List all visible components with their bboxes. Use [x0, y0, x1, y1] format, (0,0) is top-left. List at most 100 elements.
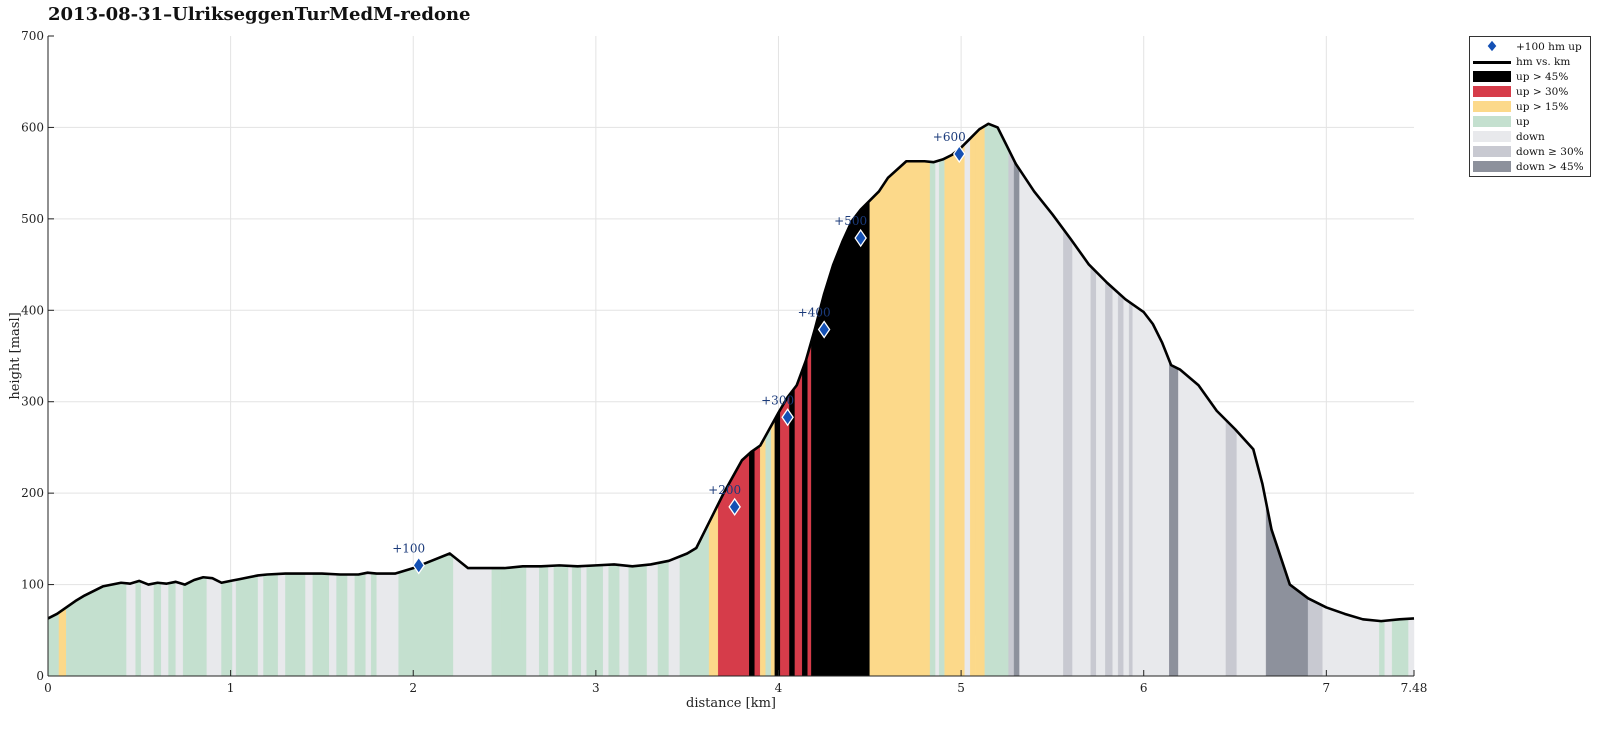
gradient-segment	[285, 573, 306, 677]
gradient-segment	[935, 160, 940, 677]
y-tick-label: 500	[21, 212, 44, 226]
legend-item-up: up	[1473, 114, 1587, 129]
gradient-segment	[548, 565, 555, 677]
x-tick-label: 4	[775, 681, 783, 695]
color-swatch	[1473, 71, 1511, 82]
gradient-segment	[175, 581, 184, 677]
gradient-segment	[774, 408, 781, 677]
legend-label: down > 45%	[1516, 160, 1584, 173]
gradient-segment	[929, 161, 936, 677]
gradient-segment	[1123, 297, 1130, 677]
y-tick-label: 0	[36, 669, 44, 683]
gradient-segment	[1384, 619, 1393, 677]
color-swatch	[1473, 161, 1511, 172]
y-tick-label: 600	[21, 120, 44, 134]
gradient-segment	[1117, 292, 1124, 677]
hm-marker-label: +500	[834, 214, 867, 228]
x-tick-label: 0	[44, 681, 52, 695]
legend-item-up-gt-30: up > 30%	[1473, 84, 1587, 99]
gradient-segment	[135, 580, 142, 677]
hm-marker-label: +300	[761, 393, 794, 407]
gradient-segment	[1169, 360, 1179, 677]
gradient-segment	[347, 574, 356, 677]
gradient-segment	[1096, 271, 1106, 677]
gradient-segment	[789, 387, 796, 677]
gradient-segment	[1132, 304, 1170, 677]
gradient-segment	[500, 566, 527, 677]
legend-label: up > 15%	[1516, 100, 1569, 113]
color-swatch	[1473, 131, 1511, 142]
gradient-segment	[765, 425, 772, 677]
legend-label: up > 45%	[1516, 70, 1569, 83]
gradient-segment	[628, 564, 648, 677]
gradient-segment	[708, 504, 719, 677]
x-tick-label: 1	[227, 681, 235, 695]
hm-marker	[781, 408, 794, 427]
gradient-segment	[153, 582, 162, 677]
gradient-segment	[984, 123, 1009, 677]
gradient-segment	[161, 582, 169, 677]
gradient-segment	[951, 143, 965, 677]
x-tick-label: 7	[1323, 681, 1331, 695]
gradient-segment	[760, 434, 766, 677]
x-axis-label: distance [km]	[686, 696, 776, 711]
gradient-segment	[794, 370, 803, 677]
gradient-segment	[354, 572, 366, 677]
color-swatch	[1473, 101, 1511, 112]
gradient-segment	[770, 418, 776, 677]
legend-item-up-gt-15: up > 15%	[1473, 99, 1587, 114]
gradient-segment	[970, 132, 976, 677]
gradient-segment	[206, 577, 222, 677]
gradient-segment	[1090, 265, 1097, 677]
y-tick-label: 100	[21, 578, 44, 592]
gradient-segment	[539, 565, 549, 677]
gradient-segment	[1105, 280, 1113, 677]
chart-legend: +100 hm up hm vs. km up > 45% up > 30% u…	[1469, 36, 1591, 177]
gradient-segment	[491, 567, 502, 677]
x-tick-label: 2	[409, 681, 417, 695]
x-tick-label: 7.48	[1401, 681, 1428, 695]
gradient-segment	[398, 553, 454, 677]
gradient-segment	[221, 580, 233, 677]
legend-item-down: down	[1473, 129, 1587, 144]
gradient-segment	[1178, 368, 1227, 677]
gradient-segment	[602, 564, 609, 677]
gradient-segment	[453, 555, 492, 677]
y-tick-label: 300	[21, 395, 44, 409]
gradient-segment	[1408, 618, 1415, 677]
gradient-segment	[619, 564, 629, 677]
gradient-segment	[1072, 240, 1091, 677]
x-tick-label: 3	[592, 681, 600, 695]
legend-label: down ≥ 30%	[1516, 145, 1584, 158]
gradient-segment	[1391, 618, 1409, 677]
gradient-segment	[944, 154, 953, 677]
line-swatch-icon	[1473, 56, 1511, 67]
color-swatch	[1473, 146, 1511, 157]
legend-item-down-ge-30: down ≥ 30%	[1473, 144, 1587, 159]
profile-line	[47, 122, 1415, 623]
gradient-segment	[749, 449, 755, 677]
gradient-segment	[182, 577, 208, 677]
gradient-segment	[126, 581, 136, 677]
gradient-segment	[938, 158, 945, 677]
gradient-segment	[58, 607, 67, 677]
gradient-segment	[802, 354, 808, 677]
hm-marker	[728, 497, 741, 517]
gradient-segment	[668, 556, 681, 677]
gradient-segment	[1112, 287, 1119, 677]
hm-marker-label: +200	[708, 483, 741, 497]
color-swatch	[1473, 86, 1511, 97]
gradient-segment	[964, 137, 971, 677]
hm-marker	[952, 144, 966, 164]
x-tick-label: 5	[957, 681, 965, 695]
gradient-segment	[305, 573, 314, 677]
gradient-segment	[581, 565, 587, 677]
legend-label: up	[1516, 115, 1530, 128]
gradient-segment	[571, 565, 582, 677]
y-tick-label: 400	[21, 303, 44, 317]
legend-label: hm vs. km	[1516, 55, 1571, 68]
gradient-segment	[168, 581, 177, 677]
gradient-segment	[807, 341, 812, 677]
chart-title: 2013-08-31–UlrikseggenTurMedM-redone	[48, 4, 471, 25]
